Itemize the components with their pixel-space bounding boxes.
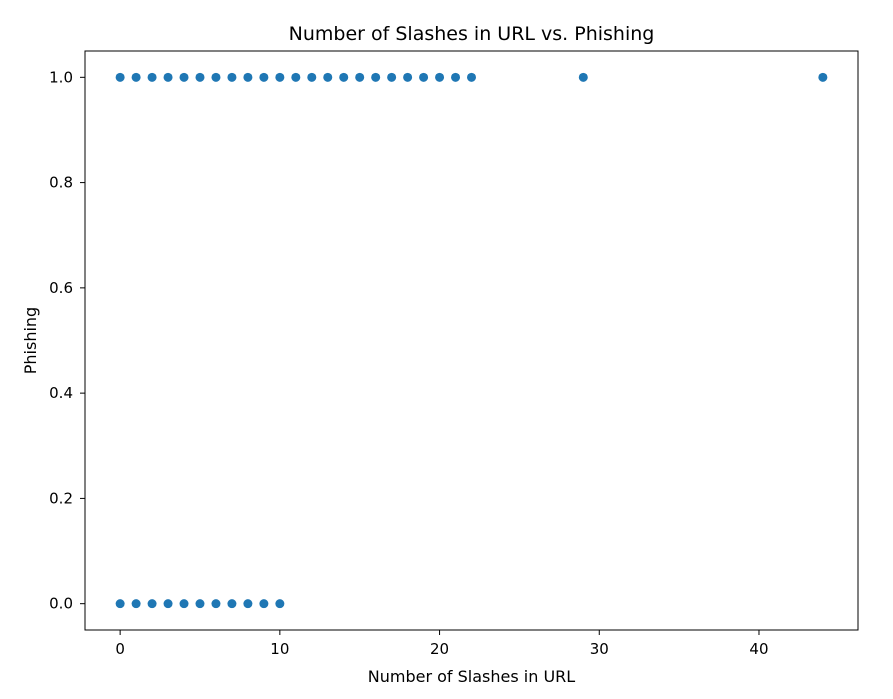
data-point xyxy=(387,72,397,82)
y-axis-label: Phishing xyxy=(21,307,40,374)
plot-frame xyxy=(84,50,859,631)
data-point xyxy=(115,599,125,609)
data-point xyxy=(227,599,237,609)
data-point xyxy=(179,72,189,82)
data-point xyxy=(163,72,173,82)
data-point xyxy=(451,72,461,82)
data-point xyxy=(419,72,429,82)
data-point xyxy=(275,72,285,82)
data-point xyxy=(355,72,365,82)
data-point xyxy=(147,599,157,609)
data-point xyxy=(259,72,269,82)
y-tick-label: 0.8 xyxy=(49,174,73,192)
data-point xyxy=(259,599,269,609)
data-point xyxy=(115,72,125,82)
data-point xyxy=(211,599,221,609)
chart-title: Number of Slashes in URL vs. Phishing xyxy=(289,23,655,45)
data-point xyxy=(147,72,157,82)
data-point xyxy=(131,599,141,609)
data-point xyxy=(435,72,445,82)
y-tick-label: 0.6 xyxy=(49,279,73,297)
y-axis-ticks: 0.0 0.2 0.4 0.6 0.8 1.0 xyxy=(49,68,85,613)
x-tick-label: 10 xyxy=(270,640,289,658)
y-tick-label: 0.4 xyxy=(49,384,73,402)
data-point xyxy=(307,72,317,82)
data-point xyxy=(371,72,381,82)
data-point xyxy=(195,599,205,609)
data-point xyxy=(131,72,141,82)
x-tick-label: 20 xyxy=(430,640,449,658)
data-point xyxy=(243,599,253,609)
y-tick-label: 0.2 xyxy=(49,489,73,507)
y-tick-label: 1.0 xyxy=(49,68,73,86)
data-point xyxy=(291,72,301,82)
data-point xyxy=(323,72,333,82)
y-tick-label: 0.0 xyxy=(49,595,73,613)
points-layer xyxy=(115,72,828,609)
data-point xyxy=(179,599,189,609)
data-point xyxy=(818,72,828,82)
data-point xyxy=(163,599,173,609)
data-point xyxy=(211,72,221,82)
data-point xyxy=(578,72,588,82)
data-point xyxy=(339,72,349,82)
data-point xyxy=(227,72,237,82)
data-point xyxy=(275,599,285,609)
data-point xyxy=(467,72,476,82)
x-tick-label: 40 xyxy=(749,640,768,658)
x-axis-label: Number of Slashes in URL xyxy=(368,667,576,686)
data-point xyxy=(243,72,253,82)
x-axis-ticks: 0 10 20 30 40 xyxy=(115,630,769,658)
data-point xyxy=(195,72,205,82)
x-tick-label: 30 xyxy=(590,640,609,658)
data-point xyxy=(403,72,413,82)
x-tick-label: 0 xyxy=(115,640,125,658)
